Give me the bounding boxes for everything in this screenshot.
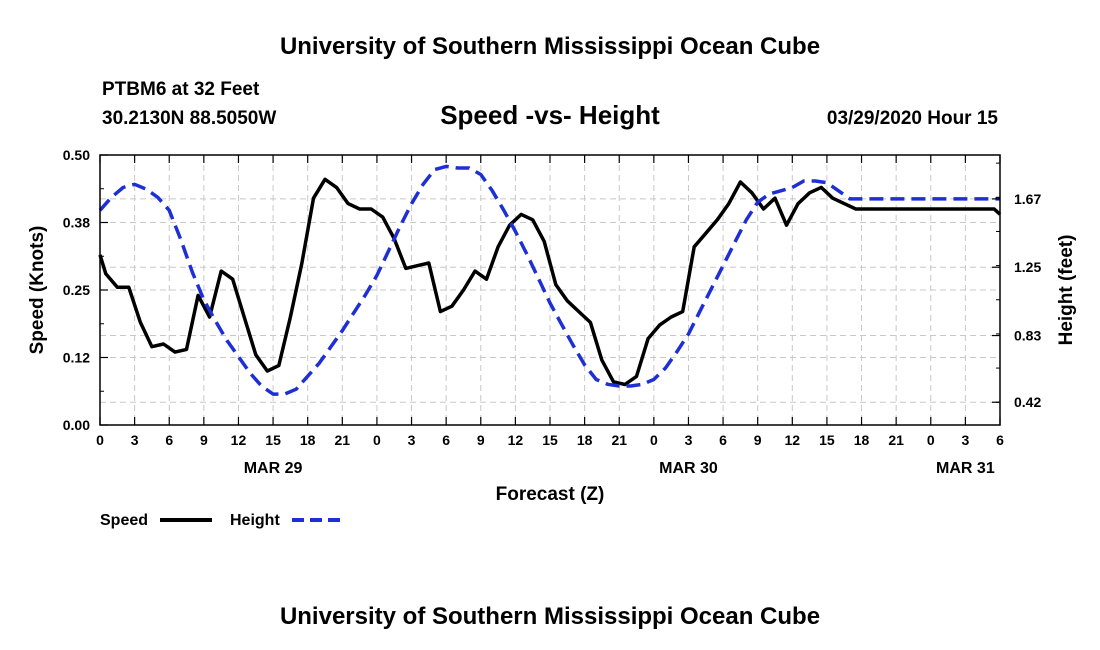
right-axis-label: Height (feet) — [1056, 235, 1077, 346]
x-tick-label: 9 — [477, 432, 485, 448]
left-axis-label: Speed (Knots) — [27, 226, 48, 355]
x-tick-label: 3 — [961, 432, 969, 448]
x-tick-label: 0 — [96, 432, 104, 448]
series-speed-line — [98, 177, 1002, 387]
x-tick-label: 12 — [785, 432, 801, 448]
left-tick-label: 0.00 — [63, 417, 90, 433]
x-tick-label: 15 — [542, 432, 558, 448]
x-tick-label: 21 — [888, 432, 904, 448]
x-tick-label: 12 — [231, 432, 247, 448]
x-tick-label: 12 — [508, 432, 524, 448]
left-axis-ticks: 0.00 0.12 0.25 0.38 0.50 — [63, 147, 108, 433]
x-tick-label: 15 — [265, 432, 281, 448]
right-tick-label: 0.42 — [1014, 394, 1041, 410]
legend-height-label: Height — [230, 512, 280, 529]
x-tick-label: 3 — [408, 432, 416, 448]
x-tick-label: 9 — [200, 432, 208, 448]
coords-label: 30.2130N 88.5050W — [102, 108, 276, 129]
right-tick-label: 1.67 — [1014, 191, 1041, 207]
left-tick-label: 0.25 — [63, 282, 90, 298]
right-tick-label: 1.25 — [1014, 259, 1041, 275]
x-tick-label: 0 — [650, 432, 658, 448]
x-tick-label: 18 — [854, 432, 870, 448]
left-tick-label: 0.38 — [63, 215, 90, 231]
day-label: MAR 31 — [936, 460, 995, 477]
x-tick-label: 6 — [996, 432, 1004, 448]
legend-speed-label: Speed — [100, 512, 148, 529]
x-tick-label: 6 — [165, 432, 173, 448]
x-tick-label: 6 — [719, 432, 727, 448]
day-labels: MAR 29 MAR 30 MAR 31 — [244, 460, 995, 477]
x-tick-label: 3 — [131, 432, 139, 448]
series-lines — [98, 164, 1002, 396]
day-label: MAR 30 — [659, 460, 718, 477]
top-title: University of Southern Mississippi Ocean… — [280, 33, 820, 60]
station-label: PTBM6 at 32 Feet — [102, 79, 260, 100]
x-tick-label: 0 — [373, 432, 381, 448]
x-tick-label: 18 — [300, 432, 316, 448]
bottom-title: University of Southern Mississippi Ocean… — [280, 603, 820, 630]
x-tick-label: 21 — [335, 432, 351, 448]
left-tick-label: 0.12 — [63, 350, 90, 366]
x-tick-label: 6 — [442, 432, 450, 448]
x-axis-ticks: 0 3 6 9 12 15 18 21 0 3 6 9 12 15 18 21 0 3 6 9 12 15 18 21 0 3 6 — [96, 155, 1004, 448]
x-tick-label: 21 — [611, 432, 627, 448]
x-tick-label: 9 — [754, 432, 762, 448]
day-label: MAR 29 — [244, 460, 303, 477]
x-tick-label: 18 — [577, 432, 593, 448]
x-axis-label: Forecast (Z) — [496, 484, 605, 505]
chart-title: Speed -vs- Height — [440, 100, 660, 130]
x-tick-label: 0 — [927, 432, 935, 448]
x-tick-label: 3 — [685, 432, 693, 448]
right-axis-ticks: 0.42 0.83 1.25 1.67 — [992, 162, 1041, 410]
left-tick-label: 0.50 — [63, 147, 90, 163]
series-height-line — [98, 164, 1000, 396]
x-tick-label: 15 — [819, 432, 835, 448]
legend: Speed Height — [100, 512, 342, 529]
date-label: 03/29/2020 Hour 15 — [827, 108, 999, 129]
right-tick-label: 0.83 — [1014, 328, 1041, 344]
